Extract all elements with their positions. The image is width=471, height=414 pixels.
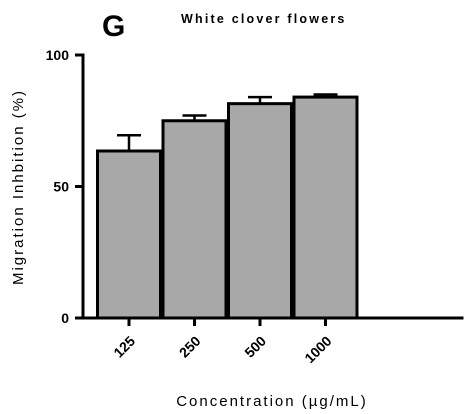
- x-tick-label: 125: [110, 333, 138, 361]
- x-axis-label: Concentration (µg/mL): [176, 393, 368, 410]
- x-tick-label: 500: [241, 333, 269, 361]
- panel-label: G: [102, 10, 125, 43]
- x-tick-label: 1000: [301, 333, 334, 366]
- chart-title: White clover flowers: [181, 12, 347, 26]
- y-tick-label: 50: [53, 179, 69, 195]
- y-axis-label: Migration Inhbition (%): [10, 89, 27, 285]
- bar: [161, 119, 228, 320]
- plot-area: 0 50 100 125 250 500 1000: [46, 47, 464, 366]
- y-tick-label: 100: [46, 47, 70, 63]
- bar: [292, 95, 359, 320]
- bar: [96, 149, 162, 320]
- x-tick-label: 250: [176, 333, 204, 361]
- y-tick-label: 0: [61, 310, 69, 326]
- bar: [227, 102, 293, 320]
